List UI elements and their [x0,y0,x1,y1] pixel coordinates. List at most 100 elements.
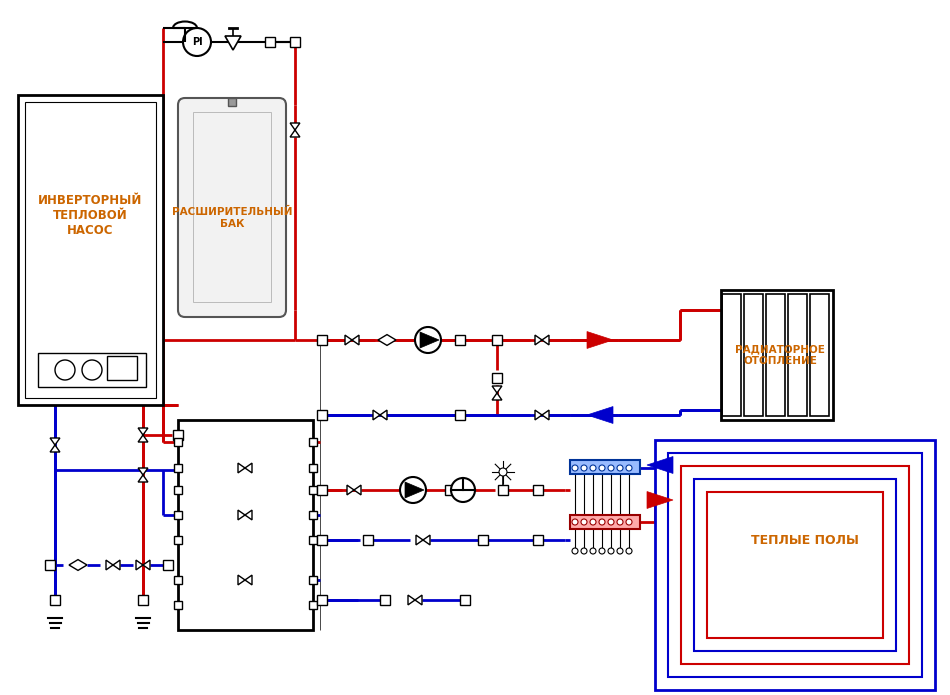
Bar [174,536,182,544]
Polygon shape [245,575,252,585]
Circle shape [572,519,578,525]
Text: РАДИАТОРНОЕ
ОТОПЛЕНИЕ: РАДИАТОРНОЕ ОТОПЛЕНИЕ [735,344,825,366]
Circle shape [626,465,632,471]
Text: ИНВЕРТОРНЫЙ
ТЕПЛОВОЙ
НАСОС: ИНВЕРТОРНЫЙ ТЕПЛОВОЙ НАСОС [38,193,142,236]
Polygon shape [245,510,252,520]
Bar [309,601,317,609]
Bar [810,294,829,416]
Bar [721,290,833,420]
Polygon shape [352,335,359,345]
Bar [317,485,327,495]
Bar [265,37,275,47]
Circle shape [55,360,75,380]
Polygon shape [535,410,542,420]
Polygon shape [347,485,354,495]
Polygon shape [405,482,424,498]
Circle shape [590,548,596,554]
Bar [498,485,508,495]
Circle shape [400,477,426,503]
Polygon shape [50,445,60,452]
Polygon shape [50,438,60,445]
Polygon shape [106,560,113,570]
Polygon shape [408,595,415,605]
Polygon shape [225,36,241,50]
Circle shape [581,519,587,525]
Circle shape [590,519,596,525]
Circle shape [608,519,614,525]
Polygon shape [138,475,148,482]
Bar [18,95,163,405]
Polygon shape [423,535,430,545]
Bar [107,356,137,380]
Bar [455,410,465,420]
Polygon shape [492,386,502,393]
Polygon shape [290,123,300,130]
Polygon shape [143,560,150,570]
Text: РАСШИРИТЕЛЬНЫЙ
БАК: РАСШИРИТЕЛЬНЫЙ БАК [172,207,293,229]
Bar [445,485,455,495]
Bar [174,464,182,472]
Polygon shape [138,468,148,475]
Bar [533,535,543,545]
Bar [788,294,807,416]
Bar [317,595,327,605]
Circle shape [608,465,614,471]
Bar [173,430,183,440]
Circle shape [572,548,578,554]
Circle shape [599,548,605,554]
Bar [309,438,317,446]
Polygon shape [238,510,245,520]
Bar [455,335,465,345]
Bar [363,535,373,545]
Bar [45,560,55,570]
Bar [25,102,156,398]
Polygon shape [345,335,352,345]
Polygon shape [238,575,245,585]
Bar [309,486,317,494]
Bar [668,453,922,677]
Polygon shape [535,335,542,345]
Bar [492,335,502,345]
Circle shape [599,519,605,525]
Bar [174,438,182,446]
Bar [309,576,317,584]
Bar [309,464,317,472]
Polygon shape [415,595,422,605]
Polygon shape [138,428,148,435]
Polygon shape [290,130,300,137]
Polygon shape [373,410,380,420]
Circle shape [499,468,507,476]
Bar [317,535,327,545]
Text: PI: PI [192,37,202,47]
Bar [380,595,390,605]
Bar [178,420,313,630]
Bar [570,460,640,474]
Text: ТЕПЛЫЕ ПОЛЫ: ТЕПЛЫЕ ПОЛЫ [751,534,859,546]
Circle shape [626,548,632,554]
Polygon shape [245,463,252,473]
Bar [707,492,883,638]
FancyBboxPatch shape [178,98,286,317]
Bar [655,440,935,690]
Bar [290,37,300,47]
Bar [722,294,741,416]
Polygon shape [354,485,361,495]
Polygon shape [238,463,245,473]
Polygon shape [587,407,613,423]
Polygon shape [542,335,549,345]
Bar [533,485,543,495]
Polygon shape [492,393,502,400]
Bar [744,294,763,416]
Bar [174,511,182,519]
Circle shape [451,478,475,502]
Bar [681,466,909,664]
Circle shape [617,465,623,471]
Circle shape [617,548,623,554]
Circle shape [608,548,614,554]
Circle shape [599,465,605,471]
Polygon shape [416,535,423,545]
Circle shape [626,519,632,525]
Bar [694,479,896,651]
Circle shape [581,465,587,471]
Bar [460,595,470,605]
